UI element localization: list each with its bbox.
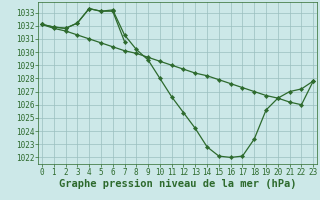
X-axis label: Graphe pression niveau de la mer (hPa): Graphe pression niveau de la mer (hPa) bbox=[59, 179, 296, 189]
